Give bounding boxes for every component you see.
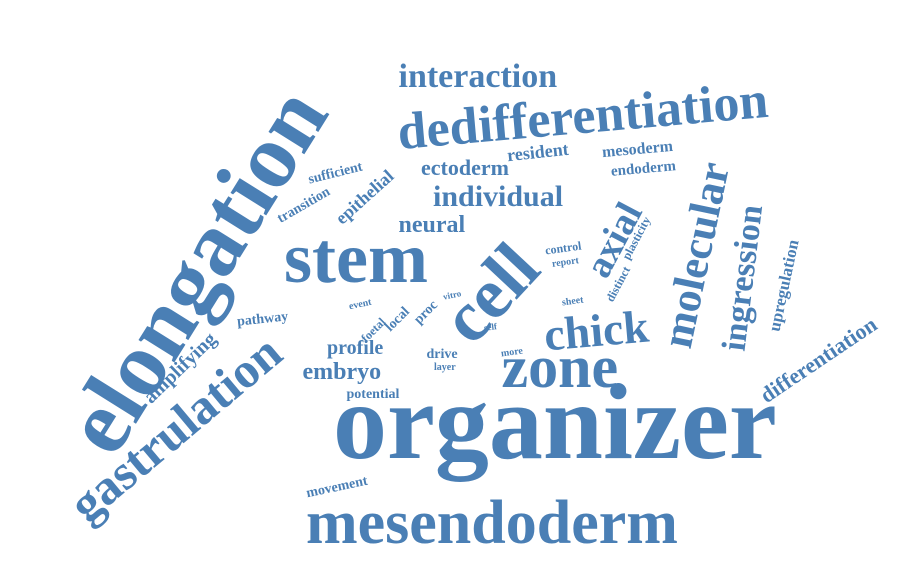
word-individual: individual — [433, 180, 564, 213]
word-chick: chick — [541, 300, 651, 361]
word-endoderm: endoderm — [609, 157, 677, 180]
word-report: report — [550, 255, 580, 270]
word-local: local — [382, 304, 413, 335]
word-profile: profile — [327, 337, 384, 359]
word-mesoderm: mesoderm — [600, 137, 674, 162]
word-stem: stem — [284, 218, 428, 298]
word-upregulation: upregulation — [764, 237, 803, 333]
word-control: control — [544, 238, 583, 258]
word-drive: drive — [426, 347, 458, 362]
word-embryo: embryo — [302, 359, 382, 385]
word-interaction: interaction — [398, 58, 558, 95]
word-proc: proc — [410, 297, 441, 328]
word-event: event — [347, 296, 373, 313]
word-ectoderm: ectoderm — [421, 155, 509, 180]
word-organizer: organizer — [333, 363, 777, 482]
word-mesendoderm: mesendoderm — [306, 489, 678, 557]
word-zone: zone — [501, 334, 619, 400]
word-pathway: pathway — [235, 309, 289, 330]
word-neural: neural — [398, 212, 466, 238]
word-potential: potential — [346, 387, 400, 402]
word-resident: resident — [506, 138, 570, 166]
word-layer: layer — [434, 362, 456, 373]
word-self: self — [482, 320, 498, 333]
